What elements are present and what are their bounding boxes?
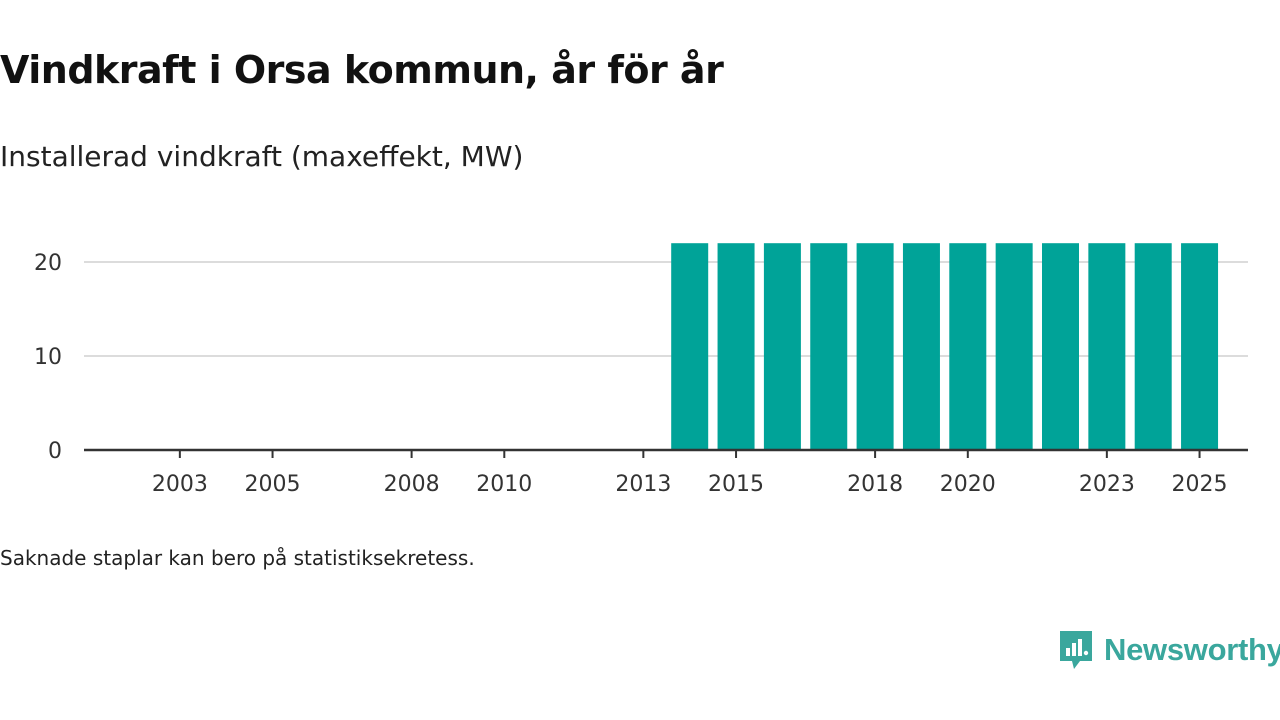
brand-name: Newsworthy <box>1104 632 1280 667</box>
bar-2016 <box>763 243 801 450</box>
x-tick-label: 2020 <box>940 472 996 497</box>
x-tick-label: 2023 <box>1079 472 1135 497</box>
chart-title: Vindkraft i Orsa kommun, år för år <box>0 48 724 92</box>
y-tick-label: 0 <box>48 439 62 464</box>
bars <box>671 243 1219 450</box>
bar-2025 <box>1181 243 1219 450</box>
newsworthy-logo: Newsworthy <box>1058 628 1280 672</box>
x-tick-label: 2025 <box>1172 472 1228 497</box>
bar-2014 <box>671 243 709 450</box>
bar-2022 <box>1042 243 1079 450</box>
bar-2020 <box>949 243 987 450</box>
x-tick-label: 2008 <box>384 472 440 497</box>
y-axis-ticks: 0 10 20 <box>34 251 62 464</box>
x-tick-label: 2010 <box>476 472 532 497</box>
x-tick-label: 2013 <box>615 472 671 497</box>
bar-2021 <box>995 243 1033 450</box>
bar-2019 <box>902 243 940 450</box>
footnote: Saknade staplar kan bero på statistiksek… <box>0 546 475 570</box>
bar-2017 <box>810 243 848 450</box>
newsworthy-logo-icon <box>1060 631 1092 669</box>
bar-2023 <box>1088 243 1126 450</box>
x-axis-ticks: 2003 2005 2008 2010 2013 2015 2018 2020 2023 2025 <box>152 450 1228 497</box>
x-tick-label: 2003 <box>152 472 208 497</box>
y-tick-label: 20 <box>34 251 62 276</box>
y-tick-label: 10 <box>34 345 62 370</box>
x-tick-label: 2015 <box>708 472 764 497</box>
bar-2018 <box>856 243 894 450</box>
bar-2015 <box>717 243 755 450</box>
x-tick-label: 2005 <box>245 472 301 497</box>
bar-2024 <box>1134 243 1172 450</box>
x-tick-label: 2018 <box>847 472 903 497</box>
chart-subtitle: Installerad vindkraft (maxeffekt, MW) <box>0 140 524 173</box>
